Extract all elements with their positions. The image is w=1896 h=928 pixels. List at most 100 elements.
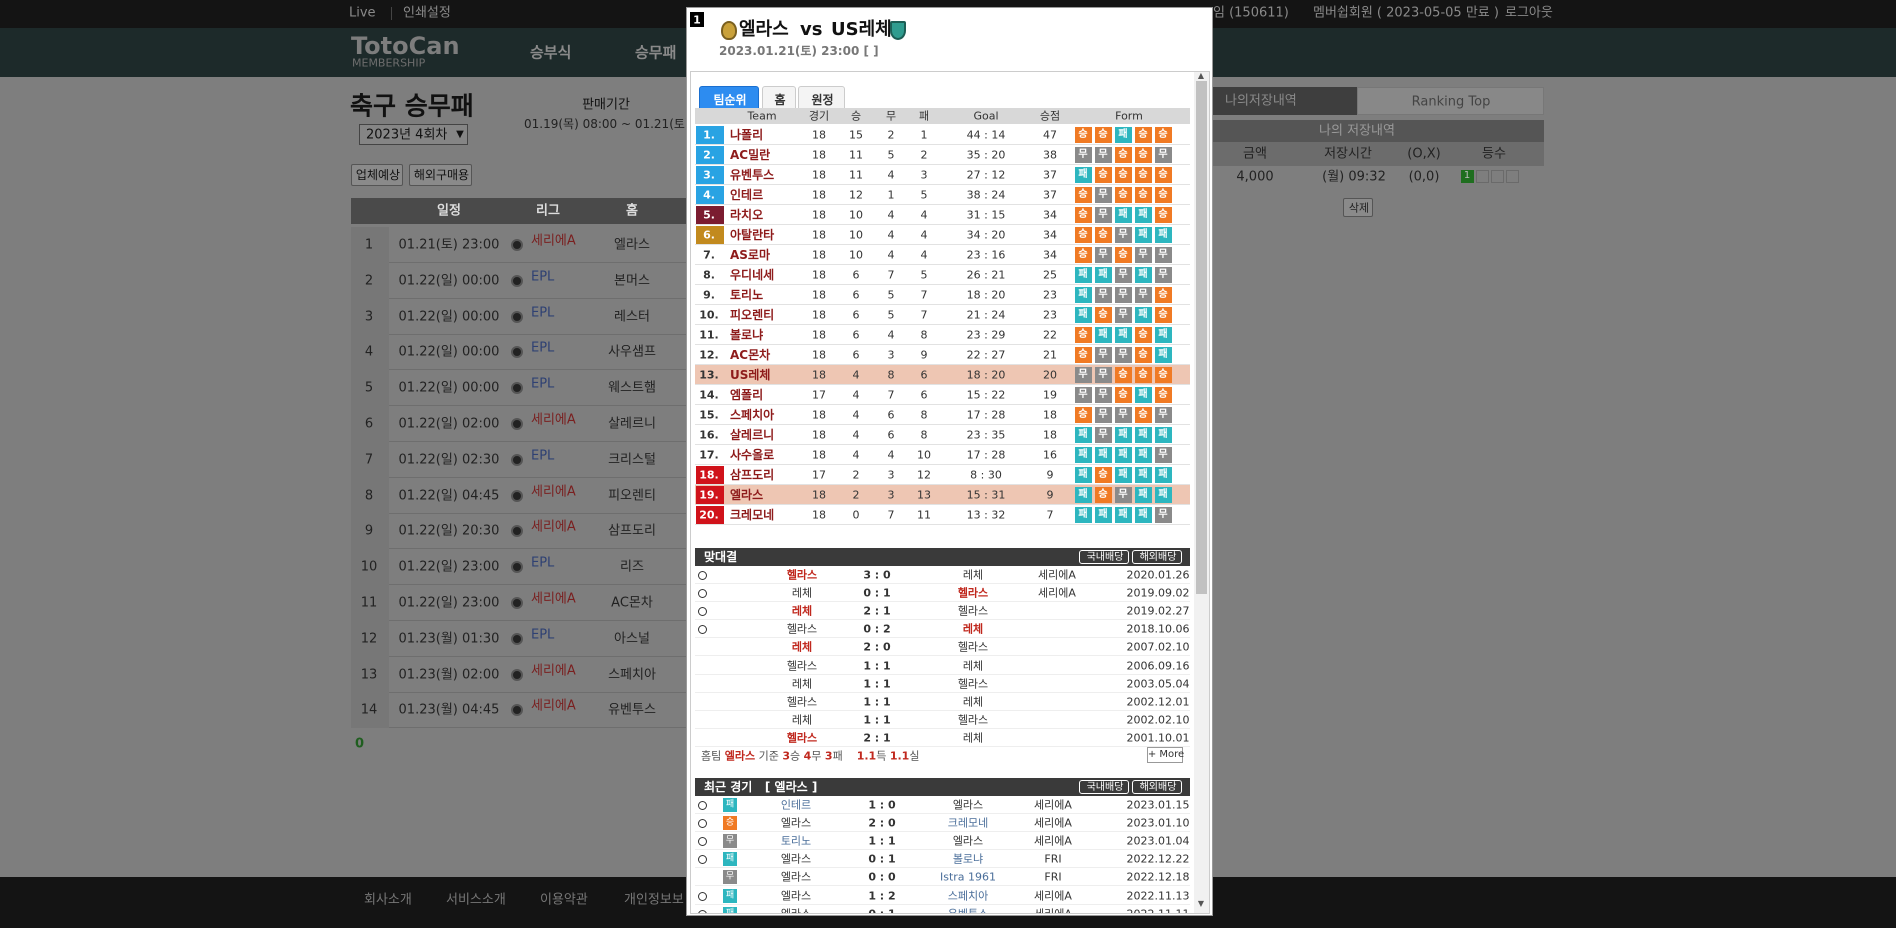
side-tab[interactable]: Ranking Top <box>1357 87 1544 115</box>
row-league[interactable]: 세리에A <box>531 412 576 428</box>
more-button[interactable]: + More <box>1147 747 1184 763</box>
team-name[interactable]: 삼프도리 <box>730 468 775 482</box>
team-name[interactable]: 스페치아 <box>730 408 775 422</box>
footer-link[interactable]: 이용약관 <box>540 892 588 908</box>
team-name[interactable]: 라치오 <box>730 208 764 222</box>
odds-button[interactable]: 해외배당 <box>1132 780 1182 794</box>
round-select[interactable]: 2023년 4회차 ▼ <box>359 124 468 145</box>
odds-button[interactable]: 해외배당 <box>1132 550 1182 564</box>
form-badge: 패 <box>1155 487 1172 503</box>
team-name[interactable]: 피오렌티 <box>730 308 775 322</box>
form-result: 패 <box>1118 509 1128 520</box>
recent-row <box>695 868 1190 887</box>
tab-label: 나의저장내역 <box>1225 93 1297 109</box>
team-name[interactable]: AC몬차 <box>730 348 771 362</box>
row-league[interactable]: EPL <box>531 376 555 392</box>
team-name[interactable]: 엠폴리 <box>730 388 764 402</box>
number-cell <box>351 620 389 657</box>
nav-menu[interactable]: 승무패 <box>635 43 677 62</box>
row-league[interactable]: 세리에A <box>531 663 576 679</box>
form-result: 패 <box>1098 509 1108 520</box>
odds-icon[interactable] <box>698 891 707 901</box>
team-name[interactable]: AS로마 <box>730 248 771 262</box>
form-badge: 승 <box>1075 207 1092 223</box>
top-link[interactable]: Live <box>349 5 376 21</box>
schedule-row <box>351 299 686 335</box>
top-link[interactable]: 로그아웃 <box>1505 5 1553 21</box>
team-name[interactable]: 유벤투스 <box>730 168 775 182</box>
odds-icon[interactable] <box>698 571 707 580</box>
team-name[interactable]: 크레모네 <box>730 508 775 522</box>
row-league[interactable]: 세리에A <box>531 233 576 249</box>
form-result: 무 <box>1098 149 1108 160</box>
row-league[interactable]: 세리에A <box>531 698 576 714</box>
button-label: 해외구매용 <box>413 168 470 182</box>
team-name[interactable]: 아탈란타 <box>730 228 775 242</box>
page-button[interactable]: 업체예상 <box>351 164 403 186</box>
page-button[interactable]: 해외구매용 <box>409 164 472 186</box>
row-league[interactable]: 세리에A <box>531 484 576 500</box>
team-name[interactable]: US레체 <box>730 368 771 382</box>
standings-cell: 4 <box>852 428 860 442</box>
h2h-away: 레체 <box>962 731 984 745</box>
team-name[interactable]: 인테르 <box>730 188 764 202</box>
odds-icon[interactable] <box>698 625 707 635</box>
top-link[interactable]: 인쇄설정 <box>403 5 451 21</box>
row-league[interactable]: EPL <box>531 305 555 321</box>
row-league[interactable]: EPL <box>531 627 555 643</box>
form-badge: 패 <box>1115 467 1132 483</box>
result-badge: 패 <box>723 798 737 812</box>
row-league[interactable]: 세리에A <box>531 519 576 535</box>
odds-icon[interactable] <box>698 819 707 829</box>
recent-away: Istra 1961 <box>939 870 997 884</box>
away-crest <box>890 21 906 40</box>
odds-icon[interactable] <box>698 801 707 810</box>
recent-league: 세리에A <box>1034 798 1072 812</box>
form-badge: 패 <box>1155 427 1172 443</box>
odds-icon[interactable] <box>698 589 707 599</box>
row-league[interactable]: EPL <box>531 269 555 285</box>
odds-icon[interactable] <box>698 855 707 865</box>
tab-label: 원정 <box>811 93 834 107</box>
row-league[interactable]: EPL <box>531 340 555 356</box>
standings-cell: 7 <box>887 508 895 522</box>
footer-link[interactable]: 개인정보보 <box>624 892 684 908</box>
delete-button[interactable]: 삭제 <box>1343 198 1373 217</box>
team-name[interactable]: 우디네세 <box>730 268 775 282</box>
team-name[interactable]: 나폴리 <box>730 128 764 142</box>
summary-part: 엘라스 <box>724 749 756 763</box>
nav-menu[interactable]: 승부식 <box>530 43 572 62</box>
team-name[interactable]: 엘라스 <box>730 488 764 502</box>
footer-link[interactable]: 회사소개 <box>364 892 412 908</box>
form-result: 패 <box>1158 489 1168 500</box>
standings-cell: 23 <box>1043 288 1057 302</box>
odds-icon[interactable] <box>698 837 707 847</box>
standings-cell: 6 <box>852 308 860 322</box>
schedule-header <box>351 198 686 224</box>
form-badge: 패 <box>1075 287 1092 303</box>
team-name[interactable]: 볼로냐 <box>730 328 764 342</box>
standings-row <box>695 365 1190 385</box>
number-cell <box>351 262 389 299</box>
team-name[interactable]: 사수올로 <box>730 448 775 462</box>
form-result: 패 <box>1078 269 1088 280</box>
standings-row <box>695 445 1190 465</box>
odds-button[interactable]: 국내배당 <box>1079 550 1129 564</box>
odds-button[interactable]: 국내배당 <box>1079 780 1129 794</box>
team-name[interactable]: AC밀란 <box>730 148 771 162</box>
side-tab[interactable]: 나의저장내역 <box>1213 87 1357 115</box>
team-name[interactable]: 토리노 <box>730 288 764 302</box>
vs: vs <box>800 19 823 40</box>
rank-badge <box>696 486 724 504</box>
top-link[interactable]: 임 (150611) <box>1213 5 1289 21</box>
row-league[interactable]: EPL <box>531 448 555 464</box>
odds-icon[interactable] <box>698 607 707 617</box>
summary-part: 무 <box>811 749 825 763</box>
team-name[interactable]: 살레르니 <box>730 428 775 442</box>
top-link[interactable]: 멤버쉽회원 ( 2023-05-05 만료 ) <box>1313 5 1499 21</box>
row-league[interactable]: EPL <box>531 555 555 571</box>
row-league[interactable]: 세리에A <box>531 591 576 607</box>
form-badge: 패 <box>1075 467 1092 483</box>
footer-link[interactable]: 서비스소개 <box>446 892 506 908</box>
standings-cell: 10 <box>849 228 863 242</box>
